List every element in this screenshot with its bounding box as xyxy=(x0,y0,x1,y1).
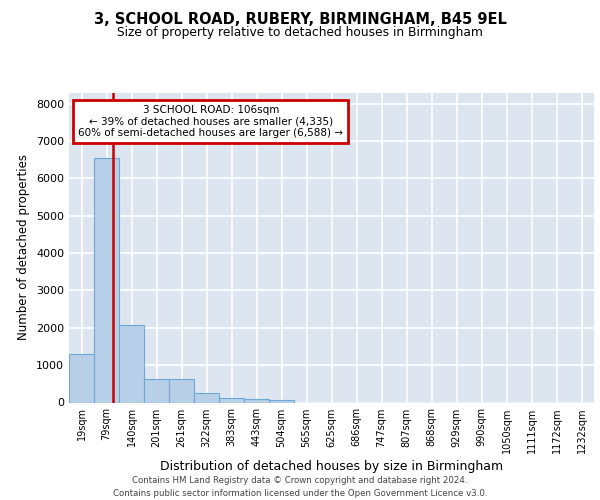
Bar xyxy=(194,393,219,402)
Bar xyxy=(144,379,169,402)
Text: Size of property relative to detached houses in Birmingham: Size of property relative to detached ho… xyxy=(117,26,483,39)
Bar xyxy=(119,325,144,402)
Bar xyxy=(269,400,294,402)
Bar xyxy=(244,399,269,402)
Bar xyxy=(169,379,194,402)
Text: 3, SCHOOL ROAD, RUBERY, BIRMINGHAM, B45 9EL: 3, SCHOOL ROAD, RUBERY, BIRMINGHAM, B45 … xyxy=(94,12,506,28)
Bar xyxy=(69,354,94,403)
Bar xyxy=(219,398,244,402)
Text: Contains HM Land Registry data © Crown copyright and database right 2024.
Contai: Contains HM Land Registry data © Crown c… xyxy=(113,476,487,498)
X-axis label: Distribution of detached houses by size in Birmingham: Distribution of detached houses by size … xyxy=(160,460,503,473)
Y-axis label: Number of detached properties: Number of detached properties xyxy=(17,154,31,340)
Bar xyxy=(94,158,119,402)
Text: 3 SCHOOL ROAD: 106sqm
← 39% of detached houses are smaller (4,335)
60% of semi-d: 3 SCHOOL ROAD: 106sqm ← 39% of detached … xyxy=(78,105,343,138)
